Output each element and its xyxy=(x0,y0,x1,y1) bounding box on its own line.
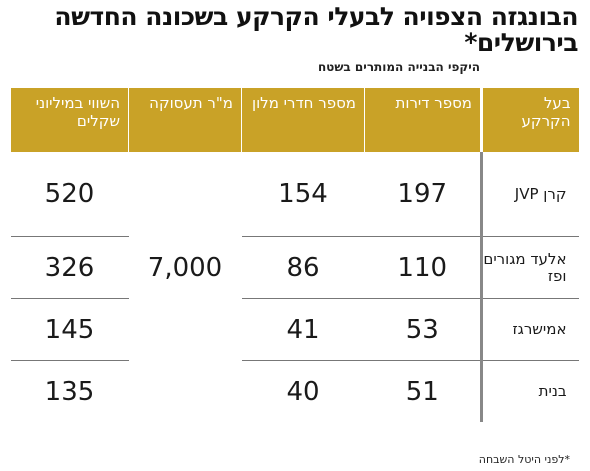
hotel-rooms-cell: 154 xyxy=(278,179,328,209)
owner-cell: אלעד מגורים ופז xyxy=(480,236,579,299)
hotel-rooms-cell: 86 xyxy=(241,236,365,299)
header-office-sqm: מ"ר תעסוקה xyxy=(128,88,242,152)
header-apartments: מספר דירות xyxy=(364,88,482,152)
table-row: אמישרגז 53 41 145 xyxy=(10,298,579,361)
page-subtitle: היקפי הבנייה המותרים בשטח xyxy=(317,60,480,74)
owner-cell: בנית xyxy=(480,360,579,422)
header-owner: בעל הקרקע xyxy=(480,88,579,152)
owner-cell: אמישרגז xyxy=(480,298,579,361)
office-sqm-cell xyxy=(129,361,242,423)
table-header-row: בעל הקרקע מספר דירות מספר חדרי מלון מ"ר … xyxy=(10,88,579,152)
header-value: השווי במיליוני שקלים xyxy=(10,88,129,152)
apartments-cell: 197 xyxy=(397,179,448,209)
owner-cell: קרן JVP xyxy=(480,152,579,237)
data-table: בעל הקרקע מספר דירות מספר חדרי מלון מ"ר … xyxy=(10,88,579,422)
office-sqm-cell xyxy=(129,299,242,361)
header-hotel-rooms: מספר חדרי מלון xyxy=(241,88,365,152)
table-row: אלעד מגורים ופז 110 86 7,000 326 xyxy=(10,236,579,299)
value-cell: 520 xyxy=(44,179,95,209)
office-sqm-cell: 7,000 xyxy=(147,252,223,283)
value-cell: 145 xyxy=(10,298,129,361)
footnote: *לפני היטל השבחה xyxy=(478,453,570,466)
table-row: בנית 51 40 135 xyxy=(10,360,579,423)
office-sqm-cell xyxy=(129,152,242,237)
apartments-cell: 110 xyxy=(364,236,482,299)
apartments-cell: 51 xyxy=(364,360,482,422)
value-cell: 326 xyxy=(10,236,129,299)
table-row: קרן JVP 197 154 520 xyxy=(11,152,579,237)
hotel-rooms-cell: 41 xyxy=(241,298,365,361)
page-title: הבונגזה הצפויה לבעלי הקרקע בשכונה החדשה … xyxy=(54,2,578,57)
hotel-rooms-cell: 40 xyxy=(241,360,365,422)
apartments-cell: 53 xyxy=(364,298,482,361)
value-cell: 135 xyxy=(10,360,129,422)
